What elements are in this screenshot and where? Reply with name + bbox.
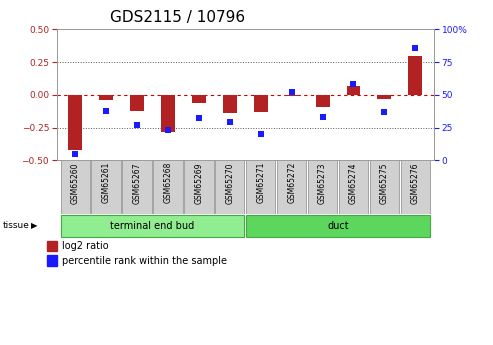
- Bar: [284, 95, 299, 96]
- Bar: [378, 95, 391, 99]
- Bar: [61, 160, 90, 214]
- Text: GSM65276: GSM65276: [411, 162, 420, 204]
- Bar: [215, 160, 245, 214]
- Text: log2 ratio: log2 ratio: [62, 241, 109, 251]
- Text: GSM65267: GSM65267: [133, 162, 141, 204]
- Bar: [246, 215, 430, 237]
- Bar: [99, 95, 113, 100]
- Bar: [122, 160, 152, 214]
- Bar: [61, 215, 245, 237]
- Text: GDS2115 / 10796: GDS2115 / 10796: [110, 10, 245, 25]
- Bar: [408, 56, 422, 95]
- Bar: [69, 95, 82, 150]
- Bar: [339, 160, 368, 214]
- Bar: [254, 95, 268, 112]
- Bar: [161, 95, 175, 131]
- Text: ▶: ▶: [31, 221, 37, 230]
- Text: GSM65269: GSM65269: [194, 162, 204, 204]
- Text: duct: duct: [327, 221, 349, 231]
- Text: GSM65271: GSM65271: [256, 162, 265, 204]
- Text: percentile rank within the sample: percentile rank within the sample: [62, 256, 227, 266]
- Bar: [153, 160, 183, 214]
- Text: GSM65275: GSM65275: [380, 162, 389, 204]
- Bar: [370, 160, 399, 214]
- Bar: [130, 95, 144, 111]
- Bar: [308, 160, 337, 214]
- Text: GSM65261: GSM65261: [102, 162, 110, 204]
- Text: GSM65273: GSM65273: [318, 162, 327, 204]
- Bar: [316, 95, 329, 107]
- Bar: [347, 86, 360, 95]
- Text: terminal end bud: terminal end bud: [110, 221, 195, 231]
- Bar: [92, 160, 121, 214]
- Bar: [184, 160, 213, 214]
- Text: GSM65260: GSM65260: [70, 162, 80, 204]
- Text: tissue: tissue: [2, 221, 30, 230]
- Text: GSM65272: GSM65272: [287, 162, 296, 204]
- Text: GSM65270: GSM65270: [225, 162, 234, 204]
- Bar: [277, 160, 306, 214]
- Bar: [246, 160, 276, 214]
- Text: GSM65268: GSM65268: [164, 162, 173, 204]
- Bar: [47, 241, 57, 251]
- Bar: [192, 95, 206, 103]
- Bar: [401, 160, 430, 214]
- Bar: [223, 95, 237, 113]
- Text: GSM65274: GSM65274: [349, 162, 358, 204]
- Bar: [47, 255, 57, 266]
